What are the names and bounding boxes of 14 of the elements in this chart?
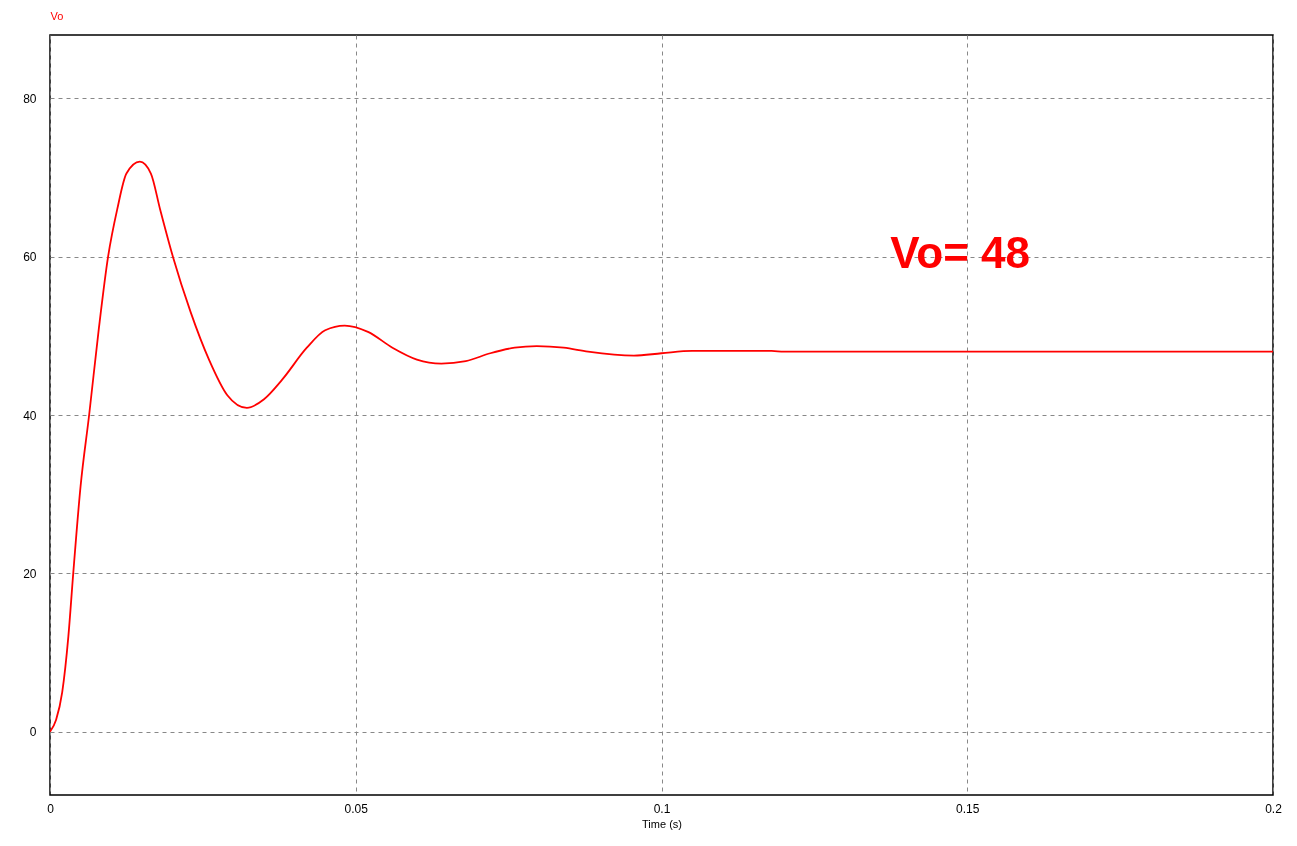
x-tick-label: 0.15 — [956, 801, 980, 816]
y-tick-label: 40 — [23, 408, 37, 423]
line-series — [50, 160, 1273, 733]
x-tick-label: 0.1 — [653, 801, 671, 816]
y-axis-title: Vo — [50, 9, 64, 22]
x-tick-label: 0.05 — [344, 801, 369, 816]
annotation: Vo= 48 — [890, 228, 1031, 278]
x-axis-title: Time (s) — [642, 817, 682, 830]
x-tick-label: 0.2 — [1265, 801, 1283, 816]
y-tick-label: 0 — [29, 725, 37, 740]
y-tick-label: 80 — [23, 91, 37, 106]
y-tick-label: 20 — [23, 566, 37, 581]
x-tick-label: 0 — [47, 801, 55, 816]
y-tick-label: 60 — [23, 250, 37, 265]
